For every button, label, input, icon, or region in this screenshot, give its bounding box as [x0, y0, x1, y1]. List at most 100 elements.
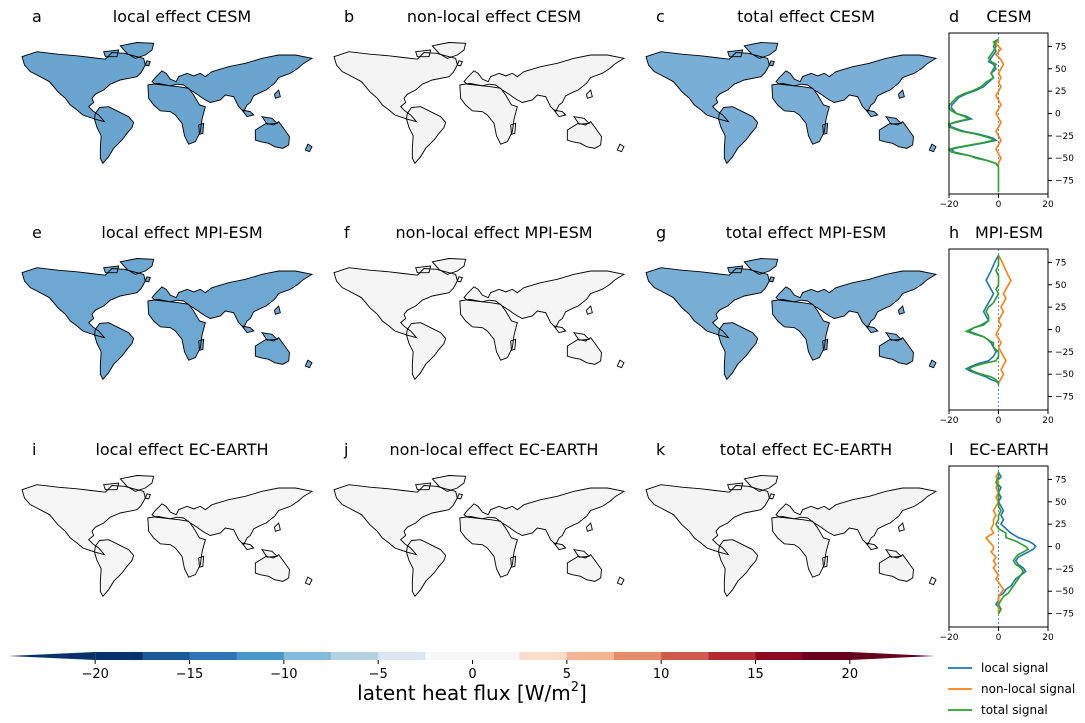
colorbar-tick-label: −5 — [369, 667, 388, 682]
x-tick-label: 20 — [1042, 633, 1054, 643]
y-tick-label: −50 — [1055, 587, 1074, 597]
map-panel-c: c total effect CESM — [645, 7, 937, 164]
map-panel-e: e local effect MPI-ESM — [21, 223, 313, 380]
panel-title: total effect MPI-ESM — [726, 223, 887, 242]
x-tick-label: 20 — [1042, 416, 1054, 426]
panel-title: MPI-ESM — [975, 223, 1043, 242]
panel-title: non-local effect MPI-ESM — [395, 223, 592, 242]
land-fill — [334, 258, 624, 380]
map-panel-a: a local effect CESM — [21, 7, 313, 164]
y-tick-label: −75 — [1055, 393, 1074, 403]
map-panel-j: j non-local effect EC-EARTH — [333, 440, 625, 597]
panel-title: total effect EC-EARTH — [720, 440, 892, 459]
map-panel-g: g total effect MPI-ESM — [645, 223, 937, 380]
profile-panel-d: −20 0 20 75 50 25 0 −25 −50 −75 d CESM — [940, 7, 1075, 210]
y-tick-label: −25 — [1055, 348, 1074, 358]
series-non-local-signal — [994, 38, 1005, 166]
series-total-signal — [964, 255, 1000, 385]
colorbar-tick-label: −20 — [81, 667, 108, 682]
colorbar-tick-label: 0 — [468, 667, 476, 682]
colorbar-swatch — [283, 652, 332, 660]
y-tick-label: 50 — [1055, 65, 1067, 75]
colorbar-swatch — [566, 652, 615, 660]
panel-title: non-local effect EC-EARTH — [390, 440, 599, 459]
colorbar-swatch — [614, 652, 662, 660]
legend-entry: non-local signal — [948, 682, 1075, 696]
x-tick-label: 0 — [996, 200, 1002, 210]
y-tick-label: −75 — [1055, 610, 1074, 620]
panel-letter: d — [949, 7, 959, 26]
y-tick-label: 75 — [1055, 475, 1066, 485]
panel-title: local effect MPI-ESM — [101, 223, 262, 242]
panel-letter: g — [656, 223, 666, 242]
panel-letter: h — [949, 223, 959, 242]
series-local-signal — [947, 38, 1000, 167]
land-fill — [22, 258, 312, 380]
legend-label: local signal — [981, 661, 1048, 675]
colorbar-swatch — [189, 652, 238, 660]
x-tick-label: −20 — [940, 416, 959, 426]
legend-entry: local signal — [948, 661, 1048, 675]
legend-label: non-local signal — [981, 682, 1075, 696]
y-tick-label: −50 — [1055, 154, 1074, 164]
colorbar-swatch — [331, 652, 379, 660]
y-tick-label: 50 — [1055, 281, 1067, 291]
y-tick-label: −50 — [1055, 370, 1074, 380]
colorbar-swatch — [802, 652, 851, 660]
panel-letter: j — [343, 440, 348, 459]
y-tick-label: 25 — [1055, 520, 1066, 530]
colorbar-swatch — [708, 652, 756, 660]
land-fill — [22, 42, 312, 164]
land-fill — [334, 475, 624, 597]
series-total-signal — [947, 38, 1000, 193]
y-tick-label: 25 — [1055, 87, 1066, 97]
colorbar-swatch — [661, 652, 709, 660]
panel-letter: l — [949, 440, 953, 459]
y-tick-label: 0 — [1055, 326, 1061, 336]
colorbar-extend-high — [849, 652, 935, 660]
map-panel-k: k total effect EC-EARTH — [645, 440, 937, 597]
land-fill — [334, 42, 624, 164]
colorbar-ticks: −20 −15 −10 −5 0 5 10 15 20 — [81, 660, 858, 682]
colorbar-tick-label: 10 — [653, 667, 670, 682]
map-panel-b: b non-local effect CESM — [333, 7, 625, 164]
panel-letter: k — [656, 440, 666, 459]
profile-panel-l: −20 0 20 75 50 25 0 −25 −50 −75 l EC-EARTH — [940, 440, 1075, 643]
series-non-local-signal — [995, 254, 1012, 384]
colorbar-swatch — [519, 652, 568, 660]
y-tick-label: 75 — [1055, 258, 1066, 268]
legend: local signal non-local signal total signal — [948, 661, 1075, 717]
panel-letter: i — [32, 440, 36, 459]
panel-letter: b — [344, 7, 354, 26]
panel-title: CESM — [986, 7, 1031, 26]
colorbar-swatch — [236, 652, 285, 660]
panel-letter: f — [344, 223, 350, 242]
panel-letter: e — [32, 223, 42, 242]
y-tick-label: 75 — [1055, 42, 1066, 52]
x-tick-label: −20 — [940, 200, 959, 210]
colorbar: −20 −15 −10 −5 0 5 10 15 20 latent heat flux [W/… — [8, 652, 935, 705]
profile-panel-h: −20 0 20 75 50 25 0 −25 −50 −75 h MPI-ESM — [940, 223, 1075, 426]
legend-entry: total signal — [948, 703, 1048, 717]
colorbar-tick-label: 15 — [747, 667, 764, 682]
colorbar-tick-label: 5 — [563, 667, 571, 682]
x-tick-label: 0 — [996, 416, 1002, 426]
panel-letter: c — [656, 7, 665, 26]
colorbar-swatch — [425, 652, 473, 660]
panel-title: local effect CESM — [113, 7, 251, 26]
colorbar-swatch — [472, 652, 521, 660]
y-tick-label: −25 — [1055, 132, 1074, 142]
land-fill — [646, 258, 936, 380]
panel-title: EC-EARTH — [969, 440, 1049, 459]
y-tick-label: 25 — [1055, 303, 1066, 313]
colorbar-swatch — [378, 652, 426, 660]
land-fill — [22, 475, 312, 597]
y-tick-label: 50 — [1055, 498, 1067, 508]
panel-title: non-local effect CESM — [407, 7, 581, 26]
land-fill — [646, 475, 936, 597]
maps-layer: a local effect CESM b non-local effect CESM… — [21, 7, 937, 597]
x-tick-label: 20 — [1042, 200, 1054, 210]
y-tick-label: −75 — [1055, 177, 1074, 187]
legend-label: total signal — [981, 703, 1048, 717]
colorbar-tick-label: −10 — [270, 667, 297, 682]
